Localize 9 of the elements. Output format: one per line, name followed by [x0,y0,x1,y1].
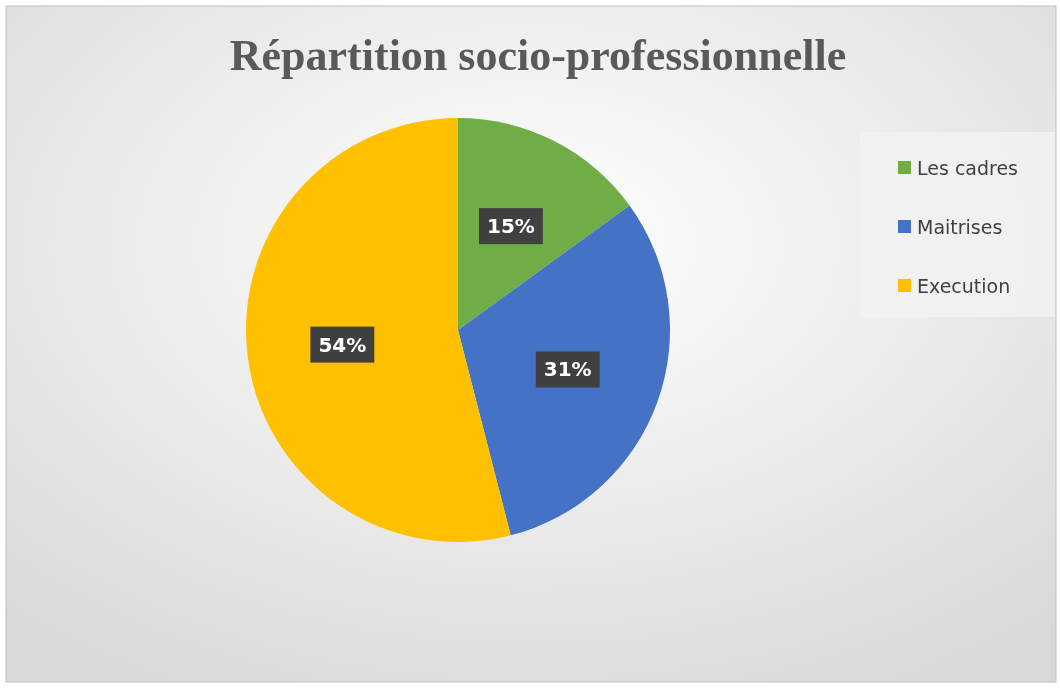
legend-label: Maitrises [917,215,1003,238]
pie-slice [458,118,630,330]
data-label: 31% [543,357,592,382]
data-label: 54% [318,332,367,357]
pie-slice [458,205,670,536]
data-label: 15% [487,214,535,239]
legend-label: Execution [917,274,1011,297]
chart-title: Répartition socio-professionnelle [229,31,847,80]
legend-label: Les cadres [917,156,1019,179]
